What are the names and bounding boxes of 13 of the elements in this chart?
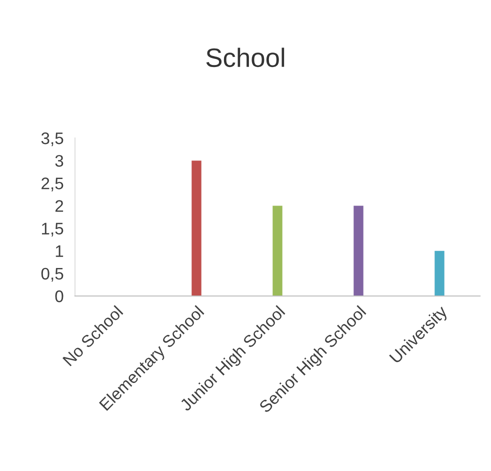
bar [354, 206, 364, 296]
y-tick-label: 0 [55, 290, 64, 302]
y-tick-label: 0,5 [41, 268, 64, 282]
y-tick-label: 2 [55, 200, 64, 212]
y-tick-label: 2,5 [42, 178, 64, 192]
chart-title: School [206, 48, 284, 68]
bar [434, 250, 444, 296]
y-tick-label: 3 [55, 154, 64, 167]
bar [272, 206, 282, 296]
y-tick-label: 3,5 [41, 132, 64, 146]
bar [192, 160, 202, 296]
y-tick-label: 1,5 [42, 222, 64, 236]
y-tick-label: 1 [56, 245, 64, 257]
